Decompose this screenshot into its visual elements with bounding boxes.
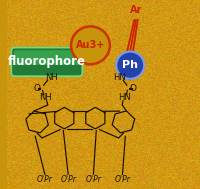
Text: fluorophore: fluorophore <box>8 55 85 68</box>
Text: O'Pr: O'Pr <box>114 175 130 184</box>
Text: HN: HN <box>112 73 125 82</box>
FancyBboxPatch shape <box>11 48 82 76</box>
Text: O: O <box>33 84 40 93</box>
Text: O'Pr: O'Pr <box>60 175 76 184</box>
Text: HN: HN <box>118 93 131 102</box>
Text: Au3+: Au3+ <box>75 40 105 50</box>
Text: Ar: Ar <box>129 5 142 15</box>
FancyBboxPatch shape <box>14 50 79 65</box>
Text: O'Pr: O'Pr <box>85 175 101 184</box>
Circle shape <box>71 26 109 64</box>
Circle shape <box>116 52 143 79</box>
Text: Ph: Ph <box>122 60 138 70</box>
Text: O: O <box>129 84 136 93</box>
Text: O'Pr: O'Pr <box>37 175 53 184</box>
Text: NH: NH <box>39 93 51 102</box>
Text: NH: NH <box>45 73 57 82</box>
